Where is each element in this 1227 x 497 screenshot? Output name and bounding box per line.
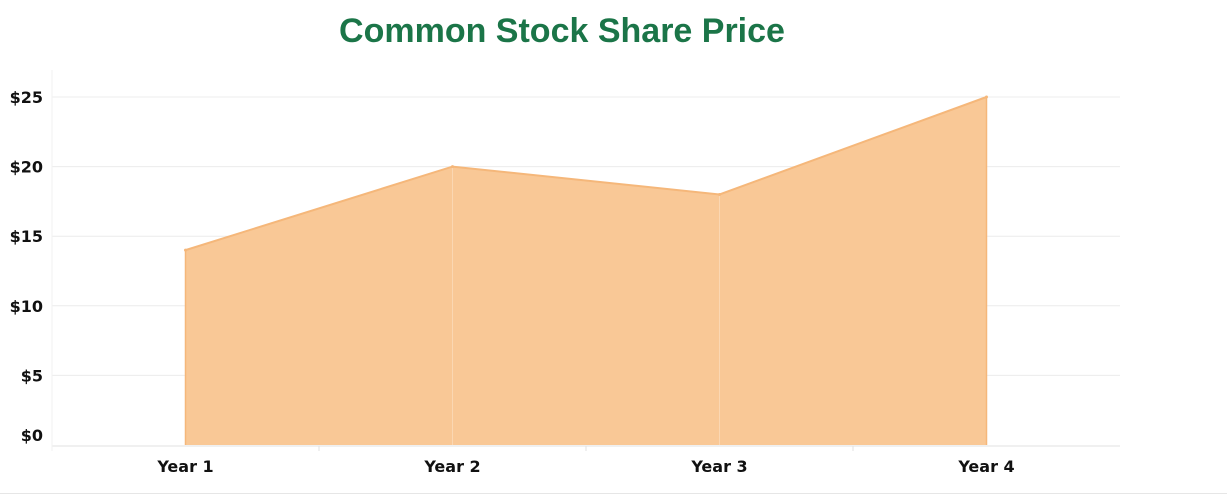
data-point xyxy=(451,165,454,169)
x-axis-ticks: Year 1 Year 2 Year 3 Year 4 xyxy=(156,457,1014,476)
data-point xyxy=(184,248,187,252)
y-axis-ticks: $0 $5 $10 $15 $20 $25 xyxy=(10,88,43,445)
x-axis xyxy=(51,70,1120,451)
area-fill xyxy=(185,97,987,445)
data-point xyxy=(718,192,721,196)
area-line xyxy=(185,96,987,252)
y-tick-label: $15 xyxy=(10,227,43,246)
chart-title: Common Stock Share Price xyxy=(339,12,785,50)
data-point xyxy=(985,95,988,99)
bottom-divider xyxy=(0,493,1227,494)
y-tick-label: $10 xyxy=(10,297,43,316)
x-tick-label: Year 2 xyxy=(423,457,480,476)
y-tick-label: $20 xyxy=(10,158,43,177)
x-tick-label: Year 1 xyxy=(156,457,213,476)
x-tick-label: Year 4 xyxy=(957,457,1014,476)
y-tick-label: $0 xyxy=(21,426,43,445)
y-tick-label: $25 xyxy=(10,88,43,107)
x-tick-label: Year 3 xyxy=(690,457,747,476)
y-tick-label: $5 xyxy=(21,366,43,385)
series-area xyxy=(184,95,988,445)
